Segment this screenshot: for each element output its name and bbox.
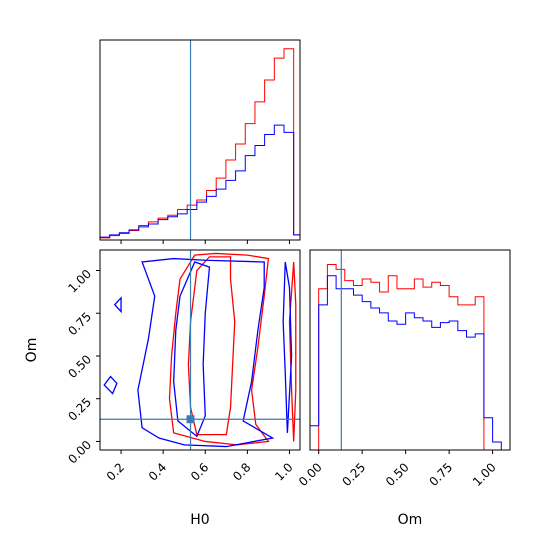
joint-x-tick-label-4: 1.0	[272, 460, 295, 483]
h0-marginal-panel	[99, 39, 301, 241]
joint-y-tick-label-0: 0.00	[65, 438, 94, 467]
joint-y-tick-label-1: 0.25	[65, 395, 94, 424]
contour-line-1	[168, 252, 270, 446]
joint-x-tick-label-0: 0.2	[104, 460, 127, 483]
om-x-tick-label-0: 0.00	[296, 460, 325, 489]
om-x-tick-label-3: 0.75	[426, 460, 455, 489]
om-x-ticks: 0.00 0.25 0.50 0.75 1.00	[296, 450, 499, 489]
joint-y-tick-label-2: 0.50	[65, 352, 94, 381]
joint-y-ticks: 0.00 0.25 0.50 0.75 1.00	[65, 267, 100, 467]
joint-x-tick-label-1: 0.4	[146, 460, 169, 483]
contour-line-5	[103, 375, 118, 395]
om-x-tick-label-1: 0.25	[340, 460, 369, 489]
contour-line-0	[187, 256, 236, 436]
joint-x-ticks: 0.2 0.4 0.6 0.8 1.0	[104, 450, 296, 484]
h0-marginal-frame	[99, 39, 301, 241]
om-marginal-plot-area	[309, 250, 510, 451]
joint-x-axis-label: H0	[190, 512, 209, 528]
om-marginal-frame	[309, 249, 511, 451]
om-x-tick-label-2: 0.50	[383, 460, 412, 489]
contour-line-4	[137, 257, 275, 448]
h0-marginal-series-0-step	[99, 48, 301, 240]
contour-line-2	[288, 261, 297, 442]
contour-line-6	[113, 296, 122, 314]
contour-line-7	[282, 261, 293, 433]
joint-contour-frame	[99, 249, 301, 451]
joint-contour-panel: 0.2 0.4 0.6 0.8 1.0 0.000.250.500.751.00 H0 …	[24, 249, 301, 528]
contour-group	[100, 250, 300, 450]
joint-y-axis-label: Om	[24, 338, 40, 363]
truth-marker	[186, 415, 195, 424]
joint-x-tick-label-2: 0.6	[188, 460, 211, 483]
joint-y-tick-label-4: 1.00	[65, 267, 94, 296]
joint-y-tick-label-3: 0.75	[65, 309, 94, 338]
contour-line-3	[173, 261, 211, 438]
om-x-tick-label-4: 1.00	[470, 460, 499, 489]
om-marginal-series-1-step	[309, 275, 510, 451]
om-x-axis-label: Om	[398, 512, 423, 528]
om-marginal-panel: 0.00 0.25 0.50 0.75 1.00 Om	[296, 249, 511, 528]
h0-marginal-series-1-step	[99, 124, 301, 240]
h0-marginal-plot-area	[99, 40, 301, 240]
joint-x-tick-label-3: 0.8	[230, 460, 253, 483]
joint-contour-plot-area	[100, 250, 300, 450]
om-marginal-series-0-step	[310, 264, 510, 451]
h0-marginal-x-ticks	[120, 240, 290, 244]
